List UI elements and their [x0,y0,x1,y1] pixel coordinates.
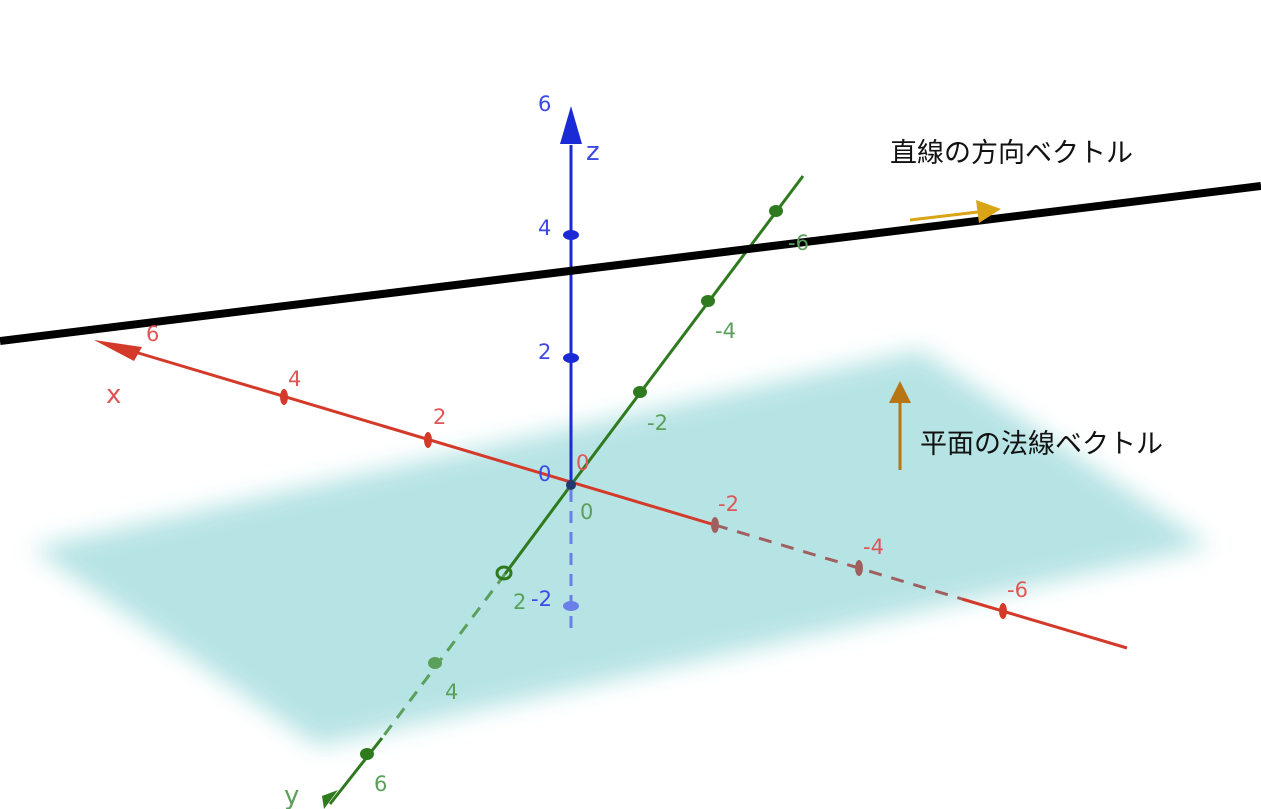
x-tick-neg4 [855,560,863,576]
z-tick-neg2 [563,601,579,611]
x-tick-label-0: 0 [576,451,589,475]
line-direction-label: 直線の方向ベクトル [890,138,1133,169]
y-tick-label-neg2: -2 [647,411,668,435]
plane [32,350,1210,746]
y-tick-neg2 [633,386,647,398]
direction-vector [909,200,1001,223]
x-tick-label-2: 2 [433,405,446,429]
y-tick-label-2: 2 [513,590,526,614]
y-tick-label-neg4: -4 [715,319,736,343]
z-tick-label-0: 0 [538,462,551,486]
z-axis-arrowhead [560,106,582,144]
straight-line [0,182,1261,345]
y-tick-neg4 [701,295,715,307]
z-tick-label-4: 4 [538,216,551,240]
y-tick-label-neg6: -6 [788,231,809,255]
z-tick-label-neg2: -2 [531,587,552,611]
x-tick-2 [424,432,432,448]
x-tick-label-neg6: -6 [1007,578,1028,602]
y-axis [322,175,805,809]
z-tick-2 [563,353,579,363]
y-tick-2 [495,565,513,581]
x-tick-label-neg2: -2 [718,492,739,516]
x-axis [94,340,1128,650]
z-axis-label: z [586,137,600,167]
x-axis-arrowhead [94,340,142,361]
x-axis-label: x [106,380,121,410]
y-tick-6 [360,748,374,760]
origin-point [566,480,576,490]
x-tick-label-4: 4 [288,367,301,391]
z-tick-4 [563,230,579,240]
y-tick-neg6 [769,205,783,217]
normal-vector [889,381,911,470]
x-tick-4 [280,389,288,405]
y-tick-label-0: 0 [580,500,593,524]
y-axis-label: y [284,781,299,809]
y-tick-label-6: 6 [374,772,387,796]
y-tick-label-4: 4 [445,680,458,704]
x-tick-label-neg4: -4 [863,535,884,559]
y-tick-4 [428,657,442,669]
z-tick-label-2: 2 [538,340,551,364]
y-axis-arrowhead [322,790,338,809]
x-tick-neg6 [999,603,1007,619]
z-axis [560,106,582,628]
z-tick-label-6: 6 [538,92,551,116]
plane-normal-label: 平面の法線ベクトル [920,429,1163,460]
x-tick-neg2 [711,517,719,533]
x-tick-label-6: 6 [146,322,159,346]
